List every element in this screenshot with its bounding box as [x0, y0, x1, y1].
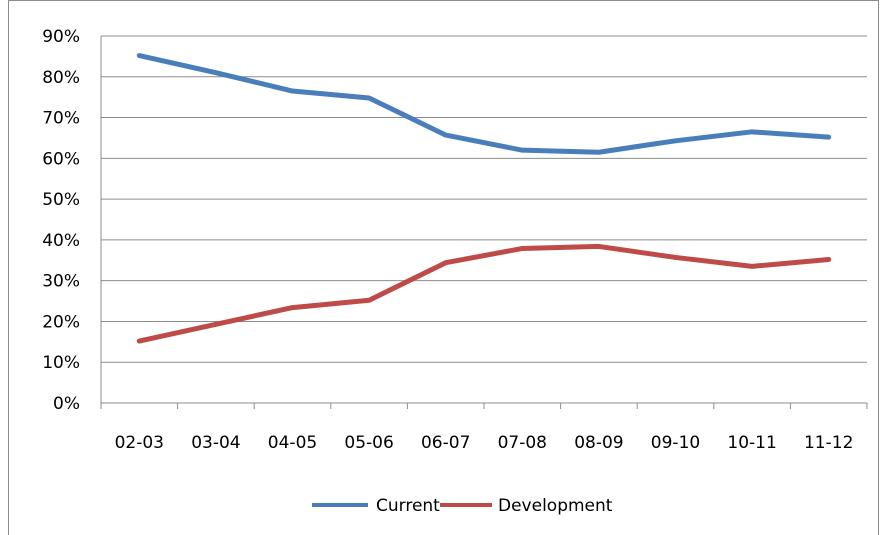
y-tick-label: 40% [42, 231, 80, 251]
y-tick-label: 30% [42, 272, 80, 292]
x-tick-label: 09-10 [651, 433, 700, 453]
x-tick-label: 11-12 [804, 433, 853, 453]
x-tick-label: 06-07 [421, 433, 470, 453]
x-tick-label: 02-03 [115, 433, 164, 453]
y-tick-label: 80% [42, 68, 80, 88]
y-axis-tick-labels: 0% 10% 20% 30% 40% 50% 60% 70% 80% 90% [42, 27, 80, 414]
series-lines [136, 53, 832, 344]
y-tick-label: 90% [42, 27, 80, 47]
chart-frame [8, 0, 879, 535]
x-axis: 02-03 03-04 04-05 05-06 06-07 07-08 08-09 09-10… [100, 36, 868, 453]
x-tick-label: 03-04 [191, 433, 240, 453]
x-tick-label: 07-08 [498, 433, 547, 453]
x-tick-label: 08-09 [574, 433, 623, 453]
y-tick-label: 0% [53, 394, 80, 414]
legend: Current Development [312, 496, 613, 516]
x-tick-label: 10-11 [727, 433, 776, 453]
legend-label-development: Development [498, 496, 613, 516]
x-tick-label: 05-06 [344, 433, 393, 453]
y-tick-label: 70% [42, 109, 80, 129]
y-tick-label: 10% [42, 353, 80, 373]
y-tick-label: 50% [42, 190, 80, 210]
y-tick-label: 60% [42, 149, 80, 169]
series-line-current [136, 53, 832, 155]
legend-label-current: Current [376, 496, 440, 516]
x-tick-label: 04-05 [268, 433, 317, 453]
gridlines [101, 35, 867, 363]
y-tick-label: 20% [42, 312, 80, 332]
series-line-development [136, 243, 832, 344]
